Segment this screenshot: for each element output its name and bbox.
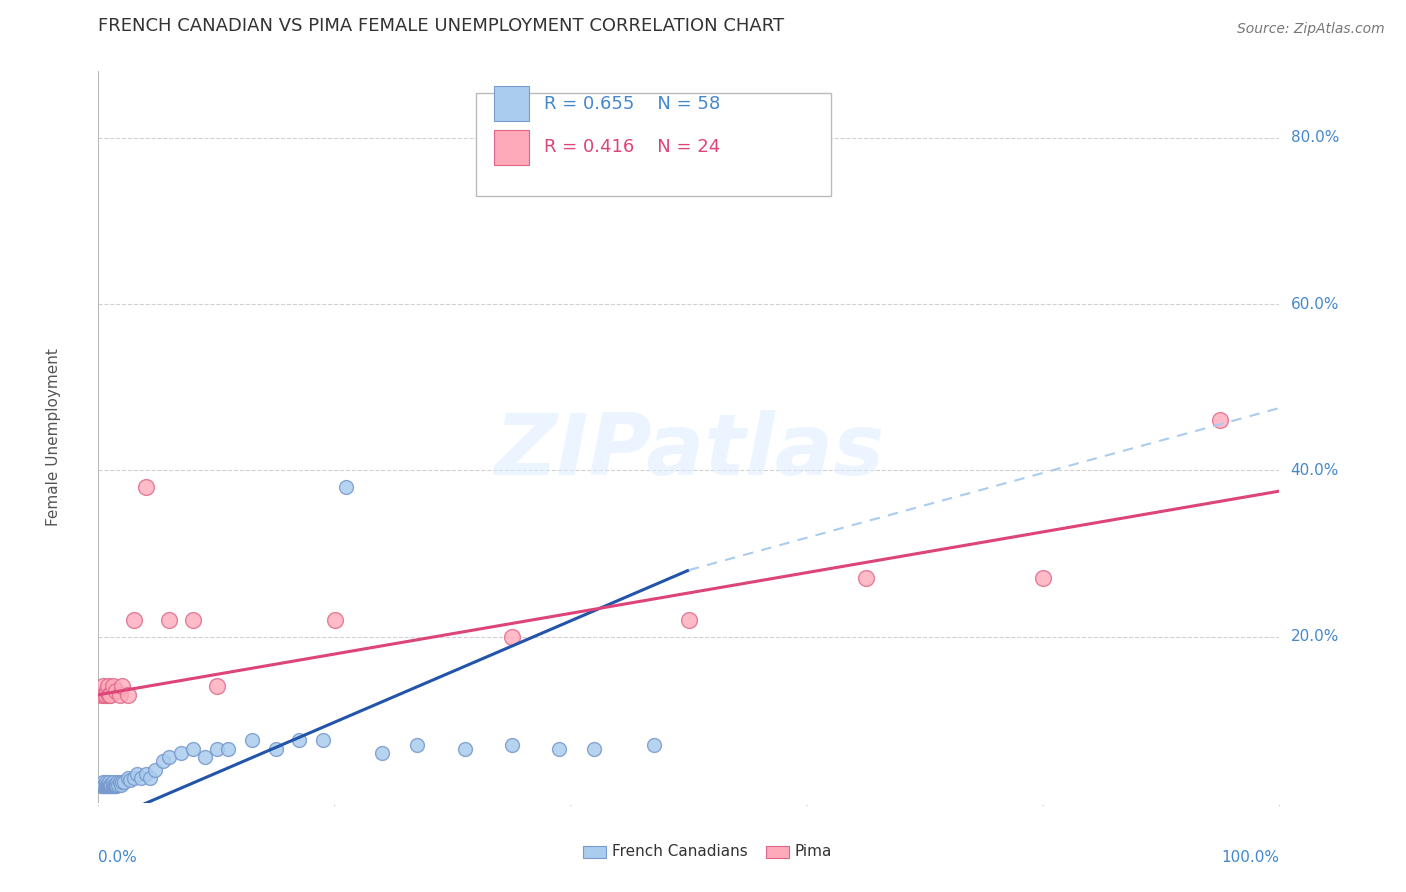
Point [96,779,118,793]
Point [91,775,114,789]
Point [93,778,115,792]
Point [111,680,134,694]
Point [103,779,125,793]
Point [288,733,311,747]
Point [98,688,121,702]
Text: 100.0%: 100.0% [1222,850,1279,865]
Point [855,571,877,585]
Point [157,750,180,764]
Point [678,613,700,627]
Point [157,613,180,627]
Point [143,763,166,777]
Point [112,775,135,789]
Point [117,771,139,785]
Point [101,680,124,694]
Text: R = 0.416    N = 24: R = 0.416 N = 24 [544,138,720,156]
Point [91,680,114,694]
Text: Pima: Pima [794,845,832,859]
Point [1032,571,1054,585]
Point [97,680,120,694]
Text: Female Unemployment: Female Unemployment [46,348,60,526]
Point [583,741,606,756]
Point [110,778,132,792]
Point [453,741,475,756]
Point [98,779,121,793]
Point [98,778,121,792]
Point [93,779,115,793]
Point [105,779,128,793]
Point [105,683,128,698]
Point [139,771,162,785]
Point [94,775,117,789]
Point [108,775,131,789]
Point [93,688,115,702]
Point [91,779,114,793]
Point [264,741,287,756]
Point [170,746,193,760]
Point [152,754,174,768]
Point [122,613,145,627]
Bar [494,86,530,121]
Text: 80.0%: 80.0% [1291,130,1339,145]
Text: FRENCH CANADIAN VS PIMA FEMALE UNEMPLOYMENT CORRELATION CHART: FRENCH CANADIAN VS PIMA FEMALE UNEMPLOYM… [98,17,785,35]
Point [205,680,228,694]
Point [501,738,523,752]
Point [108,688,131,702]
Point [97,779,120,793]
Point [548,741,571,756]
Text: R = 0.655    N = 58: R = 0.655 N = 58 [544,95,720,112]
Point [94,779,117,793]
Point [90,688,112,702]
Point [122,771,145,785]
Point [96,683,118,698]
Point [323,613,346,627]
Point [117,688,139,702]
Text: 40.0%: 40.0% [1291,463,1339,478]
Point [371,746,394,760]
Point [1209,413,1232,427]
Point [100,779,122,793]
Point [94,688,117,702]
Point [127,766,149,780]
Point [105,775,128,789]
FancyBboxPatch shape [477,94,831,195]
Point [97,778,120,792]
Text: 20.0%: 20.0% [1291,629,1339,644]
Point [101,775,124,789]
Point [217,741,239,756]
Text: Source: ZipAtlas.com: Source: ZipAtlas.com [1237,22,1385,37]
Point [312,733,335,747]
Point [135,766,157,780]
Point [107,778,129,792]
Point [501,630,523,644]
Point [643,738,665,752]
Point [240,733,263,747]
Text: 60.0%: 60.0% [1291,297,1339,311]
Point [100,778,122,792]
Point [103,778,125,792]
Point [194,750,217,764]
Point [111,775,134,789]
Point [205,741,228,756]
Point [98,688,121,702]
Text: ZIPatlas: ZIPatlas [494,410,884,493]
Text: French Canadians: French Canadians [612,845,748,859]
Point [129,771,152,785]
Point [135,480,157,494]
Point [104,779,127,793]
Point [181,613,204,627]
Point [98,775,121,789]
Point [335,480,357,494]
Bar [494,130,530,165]
Point [120,772,142,787]
Text: 0.0%: 0.0% [98,850,138,865]
Point [91,779,114,793]
Point [181,741,204,756]
Point [101,779,124,793]
Point [98,779,121,793]
Point [406,738,429,752]
Point [90,779,112,793]
Point [96,778,118,792]
Point [105,778,128,792]
